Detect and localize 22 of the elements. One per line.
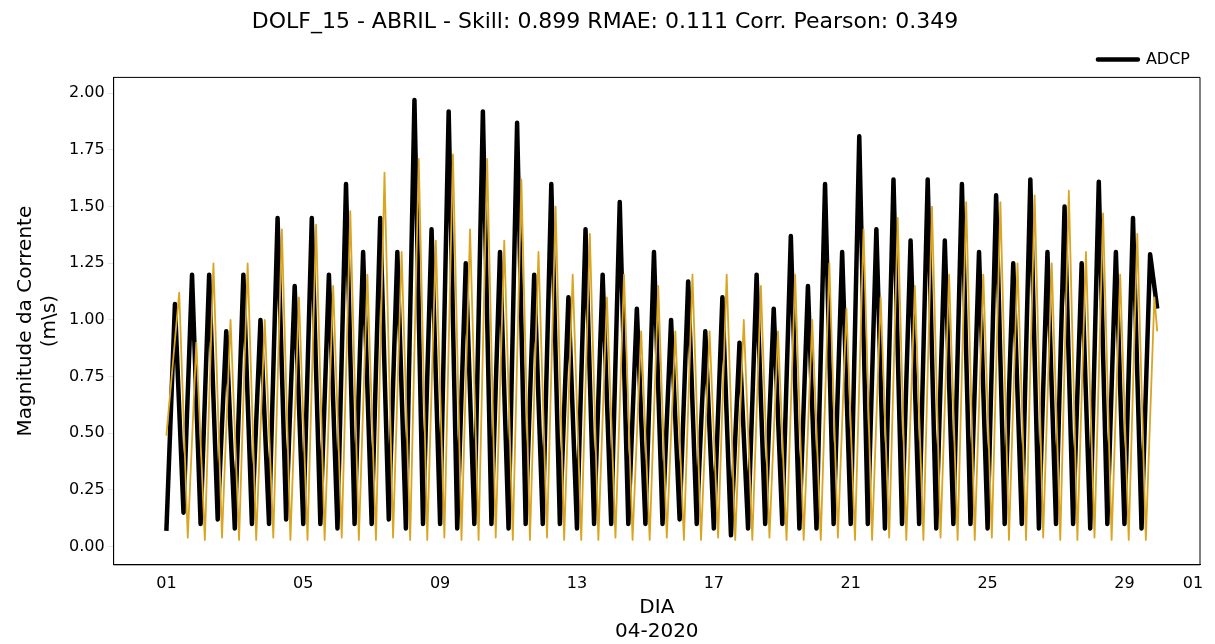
y-tick-label: 1.00 [69,309,105,329]
y-tick-label: 2.00 [69,82,105,102]
y-axis-title: Magnitude da Corrente (m\s) [12,205,61,437]
y-tick-label: 1.75 [69,139,105,159]
y-tick-label: 0.00 [69,535,105,555]
x-tick-label: 13 [566,572,588,592]
x-tick-label: 01 [1182,572,1204,592]
x-tick-label: 25 [977,572,998,592]
chart-title: DOLF_15 - ABRIL - Skill: 0.899 RMAE: 0.111 Corr. Pearson: 0.349 [251,7,959,34]
x-tick-label: 29 [1114,572,1135,592]
y-tick-label: 1.50 [69,195,105,215]
legend-label: ADCP [1145,48,1191,68]
y-tick-label: 0.50 [69,422,105,442]
x-tick-label: 09 [429,572,451,592]
x-tick-label: 21 [840,572,861,592]
x-tick-label: 01 [156,572,177,592]
y-tick-label: 1.25 [69,252,105,272]
x-tick-label: 17 [703,572,725,592]
x-tick-label: 05 [293,572,314,592]
y-tick-label: 0.25 [69,479,105,499]
y-tick-label: 0.75 [69,365,105,385]
x-axis-title: DIA 04-2020 [615,594,699,643]
